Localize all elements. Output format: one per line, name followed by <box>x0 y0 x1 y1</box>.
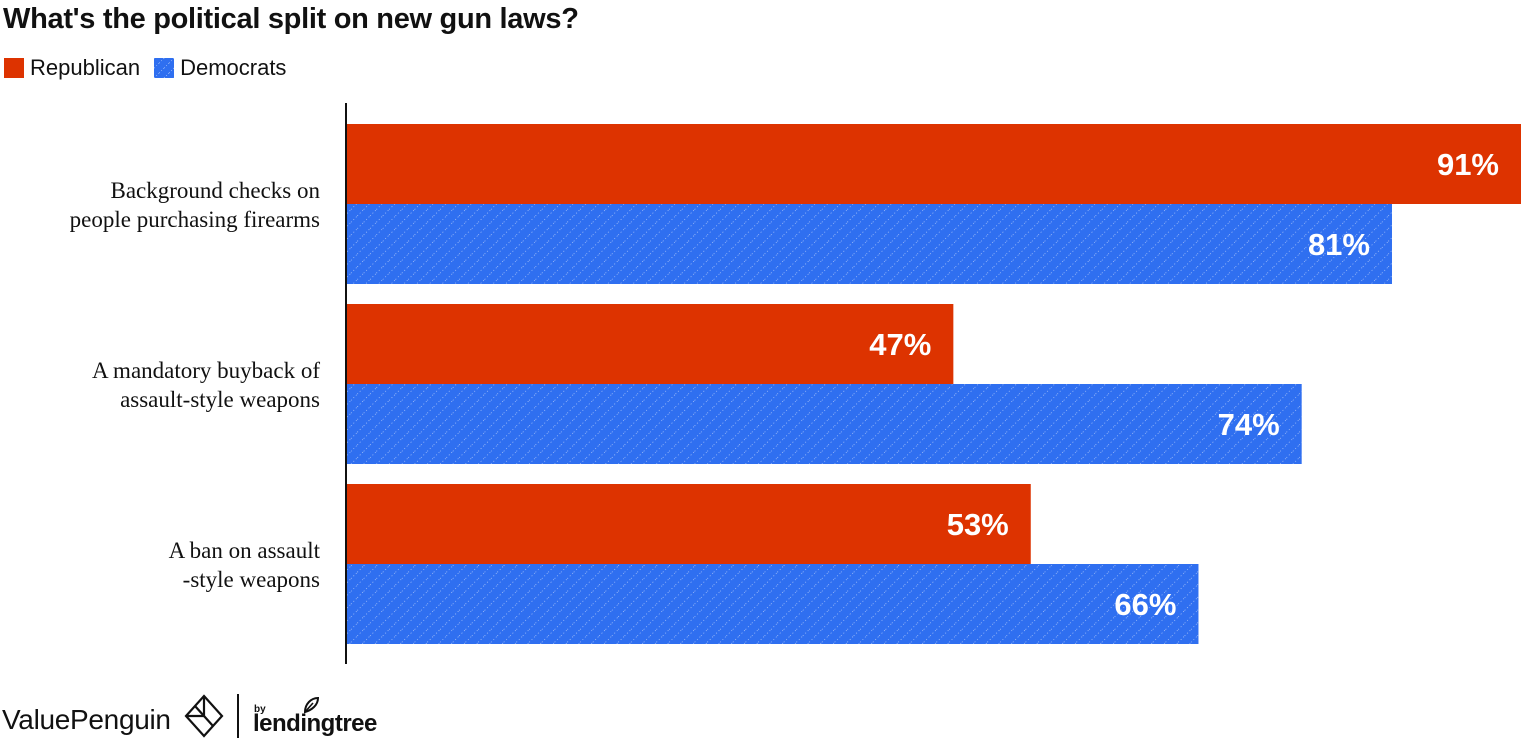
valuepenguin-logo-icon <box>184 694 224 738</box>
bar-republican <box>347 124 1521 204</box>
legend-swatch-republican <box>4 58 24 78</box>
valuepenguin-brand: ValuePenguin <box>2 704 171 735</box>
bar-republican <box>347 484 1031 564</box>
bar-democrats <box>347 204 1392 284</box>
legend-item-democrats: Democrats <box>154 55 286 81</box>
data-label-republican: 91% <box>1437 147 1499 182</box>
bar-democrats <box>347 384 1302 464</box>
legend-label-democrats: Democrats <box>180 55 287 80</box>
bar-republican <box>347 304 954 384</box>
footer-divider <box>237 694 239 738</box>
lendingtree-leaf-icon <box>303 696 319 714</box>
data-label-democrats: 81% <box>1308 227 1370 262</box>
category-label: A mandatory buyback of assault-style weap… <box>92 358 320 412</box>
lendingtree-brand: lendingtree <box>253 710 377 737</box>
legend-label-republican: Republican <box>30 55 141 80</box>
bar-democrats <box>347 564 1199 644</box>
data-label-democrats: 74% <box>1218 407 1280 442</box>
chart-title: What's the political split on new gun la… <box>3 3 579 35</box>
legend-swatch-democrats <box>154 58 175 78</box>
legend-item-republican: Republican <box>4 55 140 81</box>
category-label: Background checks on people purchasing fi… <box>70 178 321 232</box>
by-label: by <box>254 704 266 715</box>
data-label-democrats: 66% <box>1114 587 1176 622</box>
category-label: A ban on assault -style weapons <box>169 538 321 592</box>
data-label-republican: 47% <box>869 327 931 362</box>
legend: Republican Democrats <box>4 55 300 81</box>
bar-chart: Background checks on people purchasing fi… <box>70 103 1521 664</box>
data-label-republican: 53% <box>947 507 1009 542</box>
footer: ValuePenguin by lendingtree <box>0 686 600 741</box>
